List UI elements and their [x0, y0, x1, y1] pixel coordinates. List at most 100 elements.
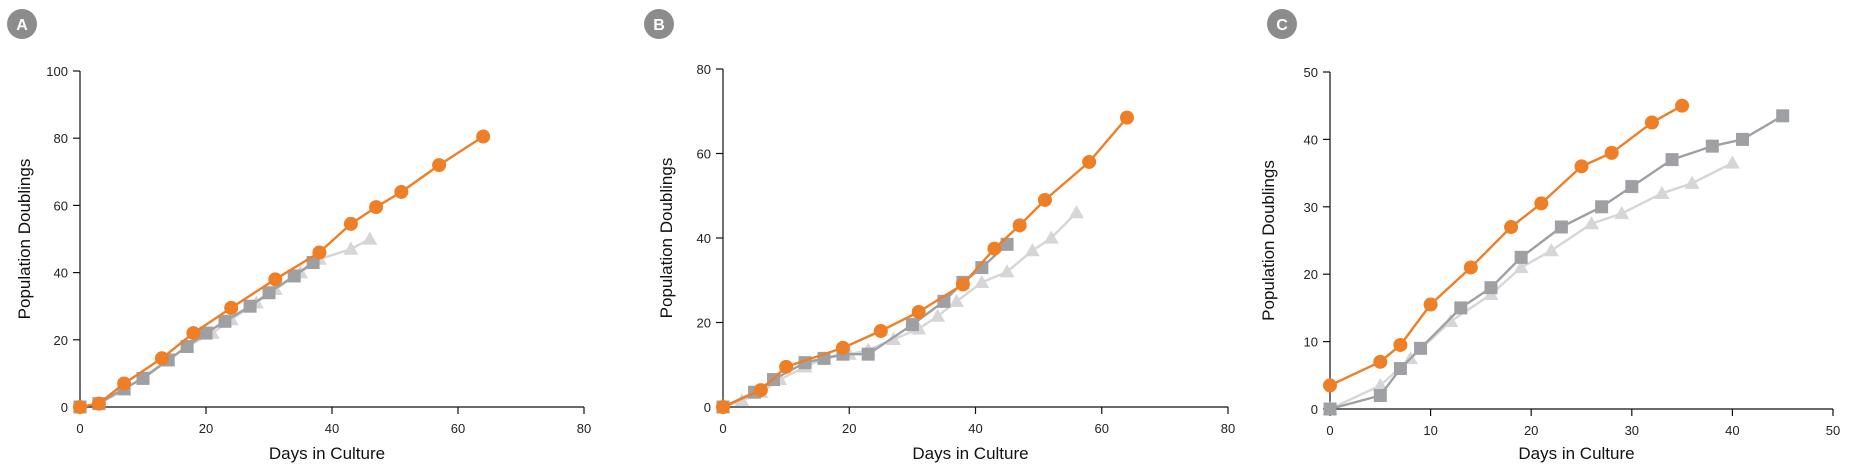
- data-point-square: [1705, 139, 1719, 153]
- series-square: [1323, 109, 1790, 416]
- x-tick-label: 80: [577, 421, 591, 436]
- panel-label: A: [16, 17, 28, 34]
- data-point-triangle: [1614, 206, 1630, 220]
- data-point-triangle: [949, 293, 965, 307]
- data-point-circle: [91, 396, 106, 411]
- y-tick-label: 40: [54, 266, 68, 281]
- data-point-circle: [1373, 354, 1388, 369]
- data-point-triangle: [1043, 230, 1059, 244]
- y-tick-label: 0: [1311, 402, 1318, 417]
- data-point-circle: [224, 300, 239, 315]
- data-point-square: [1595, 200, 1609, 214]
- y-tick-label: 0: [704, 400, 711, 415]
- data-point-circle: [117, 376, 132, 391]
- data-point-square: [905, 318, 919, 332]
- data-point-triangle: [1584, 216, 1600, 230]
- data-point-square: [1776, 109, 1790, 123]
- data-point-square: [1735, 132, 1749, 146]
- y-tick-label: 20: [54, 333, 68, 348]
- data-point-square: [1414, 341, 1428, 355]
- data-point-square: [861, 347, 875, 361]
- y-axis-title: Population Doublings: [1259, 160, 1278, 321]
- data-point-triangle: [1513, 259, 1529, 274]
- y-tick-label: 50: [1304, 65, 1318, 80]
- data-point-circle: [1574, 159, 1589, 174]
- data-point-circle: [779, 359, 794, 374]
- data-point-square: [287, 269, 301, 283]
- x-tick-label: 0: [76, 421, 83, 436]
- x-tick-label: 10: [1423, 423, 1437, 438]
- data-point-triangle: [974, 274, 990, 288]
- panel-label: C: [1276, 17, 1288, 34]
- x-axis-title: Days in Culture: [269, 444, 385, 463]
- data-point-triangle: [343, 241, 359, 255]
- x-tick-label: 30: [1625, 423, 1639, 438]
- data-point-triangle: [999, 264, 1015, 278]
- data-point-triangle: [1724, 155, 1740, 169]
- data-point-square: [243, 299, 257, 313]
- y-tick-label: 80: [54, 131, 68, 146]
- data-point-circle: [955, 277, 970, 292]
- x-tick-label: 60: [1095, 421, 1109, 436]
- x-tick-label: 20: [842, 421, 856, 436]
- data-point-square: [1625, 180, 1639, 194]
- series-line-circle: [79, 135, 484, 409]
- data-point-circle: [1504, 220, 1519, 235]
- data-point-square: [1373, 389, 1387, 403]
- data-point-circle: [394, 184, 409, 199]
- data-point-triangle: [930, 308, 946, 322]
- x-axis-title: Days in Culture: [1518, 444, 1634, 463]
- data-point-triangle: [1543, 243, 1559, 257]
- data-point-triangle: [1024, 243, 1040, 257]
- data-point-circle: [753, 383, 768, 398]
- data-point-circle: [1012, 218, 1027, 233]
- data-point-triangle: [1654, 185, 1670, 199]
- y-tick-label: 10: [1304, 335, 1318, 350]
- data-point-square: [1665, 153, 1679, 167]
- data-point-circle: [1463, 260, 1478, 275]
- data-point-circle: [73, 400, 87, 414]
- data-point-circle: [186, 326, 201, 341]
- data-point-circle: [432, 158, 447, 173]
- data-point-triangle: [1443, 313, 1459, 328]
- x-tick-label: 80: [1221, 421, 1235, 436]
- data-point-circle: [1644, 115, 1659, 130]
- data-point-circle: [1393, 337, 1408, 352]
- data-point-square: [1323, 402, 1337, 416]
- x-tick-label: 40: [1725, 423, 1739, 438]
- data-point-square: [1554, 220, 1568, 234]
- panel-b: B 0 20 40 60 80 0 20 40 60 80 Days in Culture Popula…: [644, 9, 1235, 463]
- panel-label-circle: [644, 9, 674, 39]
- data-point-circle: [268, 272, 283, 287]
- data-point-circle: [1120, 110, 1134, 125]
- data-point-square: [1393, 362, 1407, 376]
- y-tick-label: 40: [1304, 132, 1318, 147]
- data-point-circle: [1082, 154, 1097, 169]
- panel-label-badge: A: [7, 9, 37, 39]
- series-triangle: [1322, 155, 1740, 415]
- data-point-triangle: [1069, 205, 1084, 219]
- y-tick-label: 80: [697, 62, 711, 77]
- data-point-circle: [154, 351, 169, 366]
- data-point-circle: [873, 323, 888, 338]
- data-point-circle: [716, 400, 730, 414]
- data-point-triangle: [1372, 377, 1388, 392]
- data-point-triangle: [1684, 175, 1700, 189]
- data-point-circle: [1037, 192, 1052, 207]
- data-point-circle: [835, 340, 850, 355]
- x-tick-label: 0: [1326, 423, 1333, 438]
- data-point-circle: [1675, 98, 1690, 113]
- data-point-circle: [911, 304, 926, 319]
- y-tick-label: 40: [697, 231, 711, 246]
- panel-label-badge: B: [644, 9, 674, 39]
- data-point-square: [199, 326, 213, 340]
- x-tick-label: 20: [199, 421, 213, 436]
- panel-label: B: [653, 17, 665, 34]
- x-tick-label: 40: [968, 421, 982, 436]
- data-point-square: [1454, 301, 1468, 315]
- data-point-triangle: [362, 231, 378, 245]
- y-axis-title: Population Doublings: [15, 159, 34, 320]
- y-tick-label: 100: [46, 64, 68, 79]
- x-tick-label: 20: [1524, 423, 1538, 438]
